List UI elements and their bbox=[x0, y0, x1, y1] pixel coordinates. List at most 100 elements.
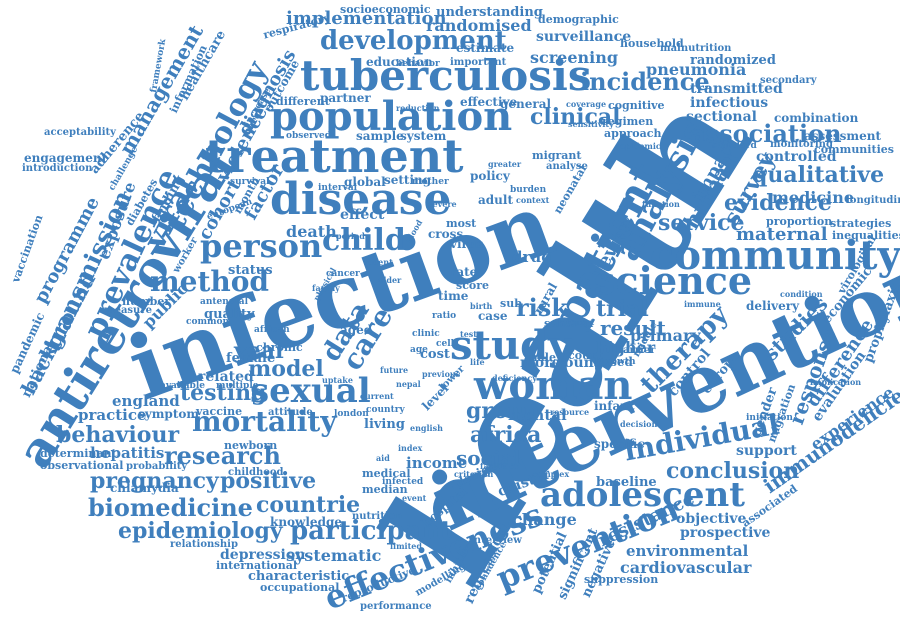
cloud-word: year bbox=[234, 338, 287, 364]
cloud-word: living bbox=[364, 417, 405, 432]
cloud-word: important bbox=[450, 57, 507, 68]
cloud-word: longitudinal bbox=[846, 195, 900, 206]
cloud-word: household bbox=[620, 37, 684, 50]
cloud-word: birth bbox=[470, 301, 493, 311]
cloud-word: report bbox=[566, 317, 595, 327]
cloud-word: strategies bbox=[830, 217, 892, 230]
cloud-word: number bbox=[122, 295, 171, 308]
cloud-word: sensitivity bbox=[568, 119, 614, 129]
cloud-word: acceptability bbox=[44, 127, 116, 138]
cloud-word: infectious bbox=[690, 95, 769, 111]
cloud-word: africa bbox=[470, 422, 542, 448]
cloud-word: observational bbox=[40, 459, 124, 472]
cloud-word: conclusion bbox=[666, 458, 800, 484]
cloud-word: rate bbox=[450, 265, 478, 279]
cloud-word: pneumonia bbox=[646, 60, 747, 79]
cloud-word: epidemiology bbox=[118, 518, 283, 544]
cloud-word: approach bbox=[604, 127, 662, 140]
cloud-word: context bbox=[516, 195, 550, 205]
cloud-word: sub bbox=[500, 297, 522, 310]
cloud-word: current bbox=[360, 391, 394, 401]
cloud-word: nepal bbox=[396, 379, 421, 389]
cloud-word: qualitative bbox=[752, 162, 885, 188]
cloud-word: count bbox=[568, 349, 604, 362]
cloud-word: incidence bbox=[580, 67, 710, 96]
cloud-word: demographic bbox=[538, 13, 619, 26]
cloud-word: previous bbox=[422, 369, 461, 379]
cloud-word: case bbox=[478, 309, 508, 323]
cloud-word: score bbox=[456, 279, 490, 292]
cloud-word: woman bbox=[474, 362, 633, 409]
cloud-word: young bbox=[556, 355, 604, 371]
cloud-word: clinical bbox=[530, 104, 621, 130]
cloud-word: vaccine bbox=[196, 405, 243, 418]
cloud-word: aged bbox=[340, 323, 373, 337]
cloud-word: policy bbox=[470, 169, 510, 183]
cloud-word: introduction bbox=[22, 163, 93, 174]
cloud-word: related bbox=[198, 369, 254, 385]
cloud-word: cross bbox=[428, 227, 464, 241]
cloud-word: mortality bbox=[192, 405, 337, 438]
cloud-word: newborn bbox=[224, 439, 278, 452]
cloud-word: deficiency bbox=[492, 373, 537, 383]
cloud-word: infant bbox=[594, 399, 635, 413]
cloud-word: knowledge bbox=[270, 515, 342, 529]
cloud-word: sectional bbox=[686, 109, 758, 125]
cloud-word: attitude bbox=[268, 407, 313, 418]
cloud-word: standard bbox=[712, 141, 757, 151]
cloud-word: participant bbox=[290, 516, 453, 546]
cloud-word: growth bbox=[600, 357, 636, 367]
cloud-word: partner bbox=[320, 91, 371, 105]
cloud-word: african bbox=[254, 325, 290, 335]
cloud-word: environmental bbox=[626, 542, 749, 560]
cloud-word: person bbox=[200, 227, 323, 265]
cloud-word: symptom bbox=[138, 407, 200, 421]
cloud-word: specific bbox=[594, 437, 645, 451]
cloud-word: countrie bbox=[256, 492, 361, 518]
cloud-word: based bbox=[594, 355, 633, 369]
cloud-word: medical bbox=[362, 467, 411, 480]
cloud-word: period bbox=[336, 231, 365, 241]
cloud-word: survival bbox=[230, 177, 270, 187]
cloud-word: chlamydia bbox=[110, 481, 179, 495]
cloud-word: proportion bbox=[766, 215, 833, 228]
cloud-word: probability bbox=[126, 461, 188, 472]
cloud-word: reduction bbox=[396, 103, 440, 113]
cloud-word: cancer bbox=[326, 269, 360, 279]
cloud-word: secondary bbox=[760, 75, 817, 86]
cloud-word: facilities bbox=[480, 461, 519, 471]
cloud-word: event bbox=[402, 493, 427, 503]
cloud-word: common bbox=[186, 317, 230, 327]
cloud-word: delivery bbox=[746, 299, 800, 313]
cloud-word: randomized bbox=[690, 53, 776, 68]
cloud-word: multiple bbox=[216, 381, 259, 391]
cloud-word: group bbox=[466, 398, 540, 424]
cloud-word: severe bbox=[428, 199, 457, 209]
cloud-word: effective bbox=[460, 95, 518, 109]
cloud-word: transmitted bbox=[690, 81, 783, 97]
cloud-word: most bbox=[446, 217, 477, 230]
cloud-word: support bbox=[736, 443, 797, 459]
cloud-word: screening bbox=[530, 48, 619, 67]
cloud-word: depression bbox=[220, 547, 306, 563]
cloud-word: english bbox=[410, 423, 443, 433]
cloud-word: change bbox=[512, 510, 577, 529]
cloud-word: adult bbox=[478, 193, 513, 207]
cloud-word: mother bbox=[412, 177, 449, 187]
cloud-word: coverage bbox=[566, 99, 607, 109]
cloud-word: result bbox=[600, 316, 666, 340]
cloud-word: effect bbox=[340, 207, 385, 223]
cloud-word: different bbox=[276, 95, 330, 108]
cloud-word: implementation bbox=[286, 8, 447, 29]
cloud-word: recent bbox=[364, 257, 393, 267]
cloud-word: trial bbox=[596, 296, 649, 322]
cloud-word: cardiovascular bbox=[620, 558, 752, 577]
cloud-word: virus bbox=[450, 237, 484, 251]
cloud-word: drug bbox=[512, 248, 552, 266]
cloud-word: risk bbox=[516, 293, 568, 322]
cloud-word: testing bbox=[180, 380, 267, 406]
cloud-word: barrier bbox=[616, 345, 656, 356]
cloud-word: complex bbox=[532, 469, 570, 479]
cloud-word: international bbox=[216, 559, 298, 572]
